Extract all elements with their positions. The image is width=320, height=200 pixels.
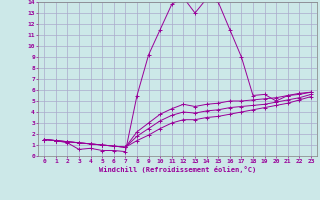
X-axis label: Windchill (Refroidissement éolien,°C): Windchill (Refroidissement éolien,°C) bbox=[99, 166, 256, 173]
